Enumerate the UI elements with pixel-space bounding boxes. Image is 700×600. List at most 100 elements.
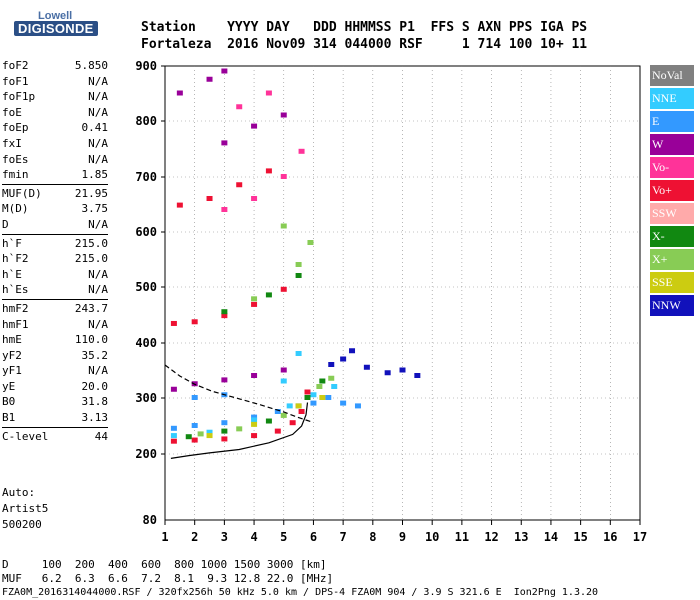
x-tick-label: 15 xyxy=(573,530,587,544)
legend-item-sse: SSE xyxy=(650,272,694,293)
echo-point-w xyxy=(221,140,228,146)
echo-point-x- xyxy=(185,434,192,440)
param-row: foEs N/A xyxy=(2,152,108,168)
echo-point-w xyxy=(251,123,258,129)
echo-point-vo- xyxy=(221,436,228,442)
y-tick-label: 500 xyxy=(135,280,157,294)
param-row: fxI N/A xyxy=(2,136,108,152)
echo-point-e xyxy=(310,400,317,406)
param-row: foF2 5.850 xyxy=(2,58,108,74)
profile-trace xyxy=(170,402,309,459)
echo-point-w xyxy=(176,90,183,96)
param-value: 243.7 xyxy=(74,301,108,315)
echo-point-sse xyxy=(295,403,302,409)
echo-point-x- xyxy=(295,273,302,278)
param-row: D N/A xyxy=(2,217,108,233)
echo-point-x- xyxy=(319,378,326,384)
echo-point-nne xyxy=(295,351,302,356)
x-tick-label: 16 xyxy=(603,530,617,544)
param-value: 35.2 xyxy=(81,348,109,362)
param-name: M(D) xyxy=(2,202,29,216)
autoscaling-program: Artist5 xyxy=(2,502,49,515)
param-row: h`Es N/A xyxy=(2,282,108,298)
param-name: foF1p xyxy=(2,90,36,104)
param-value: 3.13 xyxy=(81,411,109,425)
x-tick-label: 17 xyxy=(633,530,647,544)
echo-point-w xyxy=(251,373,258,378)
param-name: B1 xyxy=(2,411,16,425)
param-name: B0 xyxy=(2,395,16,409)
param-name: fxI xyxy=(2,136,22,150)
param-name: foF1 xyxy=(2,74,29,88)
param-name: MUF(D) xyxy=(2,186,42,200)
echo-point-vo- xyxy=(206,196,213,201)
echo-point-sse xyxy=(319,395,326,400)
param-value: N/A xyxy=(88,317,108,331)
param-value: 44 xyxy=(94,429,108,443)
param-row: yE 20.0 xyxy=(2,379,108,395)
echo-point-w xyxy=(280,112,287,118)
param-value: N/A xyxy=(88,217,108,231)
x-tick-label: 11 xyxy=(455,530,469,544)
auto-label: Auto: xyxy=(2,486,36,499)
param-name: fmin xyxy=(2,168,29,182)
param-value: N/A xyxy=(88,136,108,150)
logo-brand: Lowell xyxy=(38,10,73,22)
param-row: MUF(D) 21.95 xyxy=(2,186,108,202)
echo-point-x- xyxy=(265,418,272,424)
legend-item-noval: NoVal xyxy=(650,65,694,86)
echo-point-w xyxy=(221,68,228,74)
y-tick-label: 400 xyxy=(135,336,157,350)
echo-point-vo- xyxy=(221,207,228,212)
echo-point-x- xyxy=(251,296,258,302)
param-row: yF1 N/A xyxy=(2,363,108,379)
echo-point-vo- xyxy=(251,301,258,307)
param-name: hmE xyxy=(2,333,22,347)
header-values: Fortaleza 2016 Nov09 314 044000 RSF 1 71… xyxy=(141,37,588,52)
echo-point-e xyxy=(191,395,198,400)
echo-point-x- xyxy=(280,412,287,418)
legend-item-x-: X+ xyxy=(650,249,694,270)
param-value: 0.41 xyxy=(81,121,109,135)
y-tick-label: 600 xyxy=(135,225,157,239)
param-row: foF1 N/A xyxy=(2,74,108,90)
echo-point-sse xyxy=(251,421,258,427)
echo-point-w xyxy=(170,386,177,392)
echo-point-x- xyxy=(295,262,302,267)
model-trace-trace xyxy=(164,364,311,423)
param-name: foE xyxy=(2,105,22,119)
echo-point-nne xyxy=(310,392,317,398)
echo-point-nnw xyxy=(340,356,347,362)
echo-point-vo- xyxy=(274,428,281,434)
echo-point-vo- xyxy=(289,420,296,426)
param-row: h`F 215.0 xyxy=(2,236,108,252)
echo-point-vo- xyxy=(280,286,287,292)
echo-point-vo- xyxy=(236,104,243,110)
param-value: 21.95 xyxy=(74,186,108,200)
legend-item-vo-: Vo+ xyxy=(650,180,694,201)
echo-point-vo- xyxy=(304,389,311,395)
legend-item-ssw: SSW xyxy=(650,203,694,224)
echo-point-x- xyxy=(221,428,228,434)
x-tick-label: 9 xyxy=(399,530,406,544)
param-row: foF1p N/A xyxy=(2,89,108,105)
echo-point-e xyxy=(274,409,281,414)
param-name: foF2 xyxy=(2,59,29,72)
param-separator xyxy=(2,183,108,185)
echo-point-e xyxy=(340,400,347,406)
echo-point-x- xyxy=(236,426,243,432)
x-tick-label: 3 xyxy=(221,530,228,544)
echo-point-nnw xyxy=(363,364,370,370)
echo-point-x- xyxy=(307,240,314,245)
program-version: 500200 xyxy=(2,518,42,531)
param-value: 31.8 xyxy=(81,395,109,409)
x-tick-label: 2 xyxy=(191,530,198,544)
x-tick-label: 13 xyxy=(514,530,528,544)
echo-point-w xyxy=(221,377,228,383)
param-separator xyxy=(2,426,108,428)
param-value: N/A xyxy=(88,267,108,281)
distance-row: D 100 200 400 600 800 1000 1500 3000 [km… xyxy=(2,558,327,571)
param-name: h`F2 xyxy=(2,252,29,266)
param-value: 1.85 xyxy=(81,168,109,182)
legend-item-nnw: NNW xyxy=(650,295,694,316)
